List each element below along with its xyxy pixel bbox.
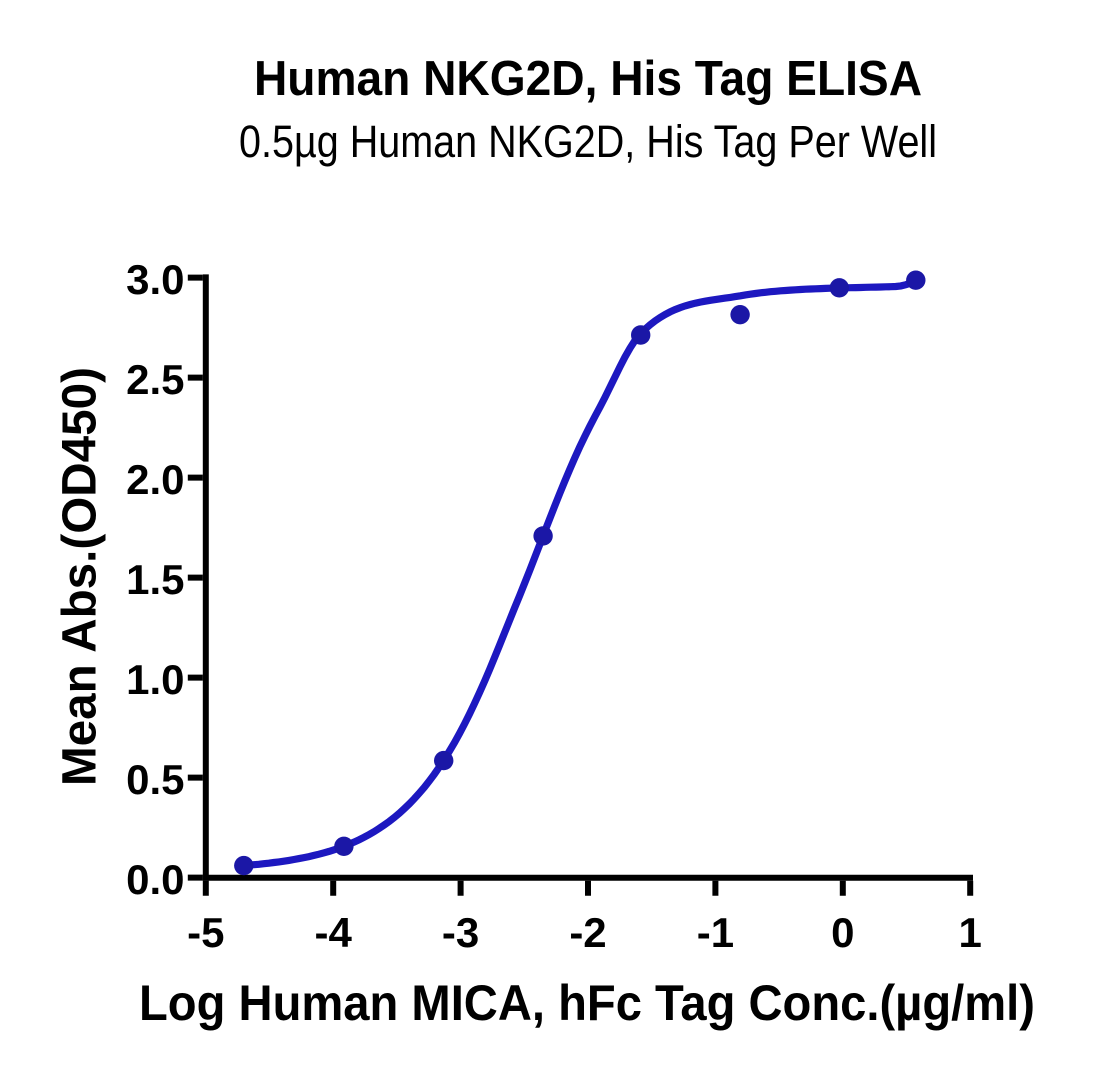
svg-text:Human NKG2D, His Tag ELISA: Human NKG2D, His Tag ELISA	[254, 52, 922, 106]
svg-text:-3: -3	[442, 909, 479, 956]
svg-text:2.5: 2.5	[126, 356, 184, 403]
svg-text:1.0: 1.0	[126, 656, 184, 703]
svg-text:Mean Abs.(OD450): Mean Abs.(OD450)	[54, 367, 107, 786]
svg-text:2.0: 2.0	[126, 456, 184, 503]
svg-text:Log Human MICA, hFc Tag Conc.(: Log Human MICA, hFc Tag Conc.(µg/ml)	[139, 975, 1035, 1031]
svg-text:1.5: 1.5	[126, 556, 184, 603]
svg-text:1: 1	[959, 909, 982, 956]
svg-text:-2: -2	[569, 909, 606, 956]
svg-text:0.5µg Human NKG2D, His Tag Per: 0.5µg Human NKG2D, His Tag Per Well	[239, 116, 937, 167]
svg-text:0: 0	[831, 909, 854, 956]
svg-text:0.5: 0.5	[126, 756, 184, 803]
svg-text:0.0: 0.0	[126, 856, 184, 903]
svg-text:-5: -5	[187, 909, 224, 956]
svg-text:-4: -4	[315, 909, 353, 956]
svg-text:-1: -1	[697, 909, 734, 956]
svg-text:3.0: 3.0	[126, 256, 184, 303]
